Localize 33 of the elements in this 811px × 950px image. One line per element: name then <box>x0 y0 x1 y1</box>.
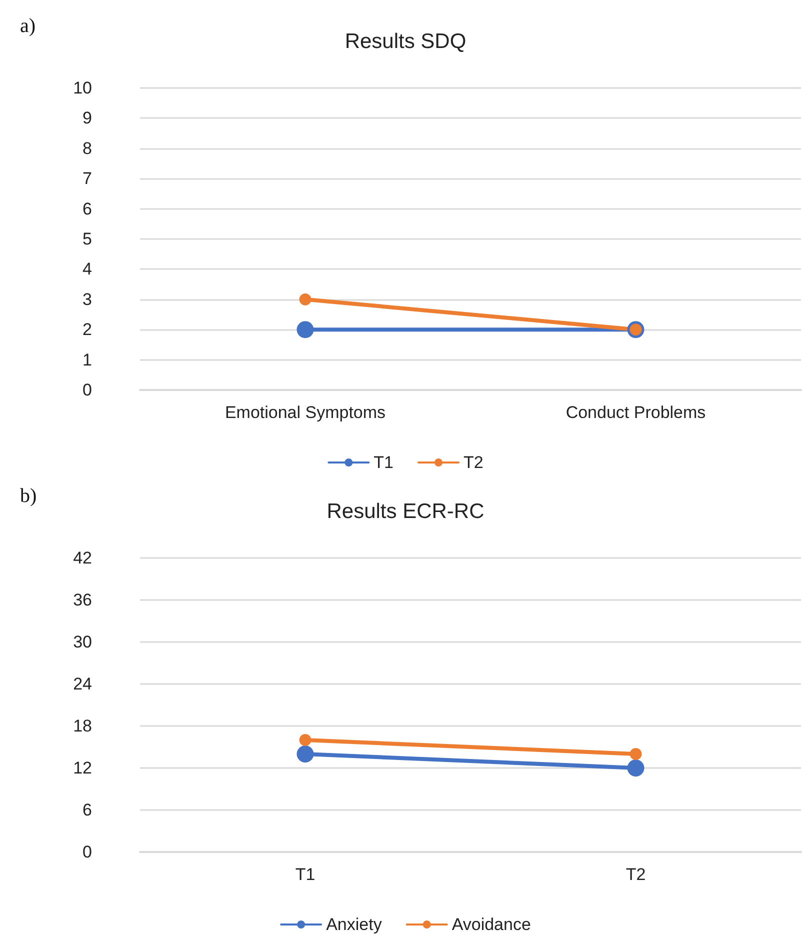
y-tick-label: 0 <box>82 380 92 400</box>
point <box>296 746 314 762</box>
y-tick-label: 8 <box>82 138 92 158</box>
point <box>299 734 312 746</box>
x-tick-label: Emotional Symptoms <box>224 403 386 422</box>
chart-title: Results ECR-RC <box>326 500 484 523</box>
text: b) <box>20 485 37 507</box>
point <box>627 760 644 776</box>
legend-label: T1 <box>374 453 394 472</box>
y-tick-label: 24 <box>73 674 92 694</box>
y-tick-label: 0 <box>82 842 92 862</box>
y-tick-label: 18 <box>73 716 92 736</box>
y-tick-label: 2 <box>82 320 92 340</box>
point <box>630 748 642 760</box>
y-tick-label: 5 <box>82 230 92 248</box>
y-tick-label: 36 <box>73 590 92 610</box>
chart-title: Results SDQ <box>344 30 466 53</box>
legend-label: T2 <box>464 453 484 472</box>
legend-label: Anxiety <box>326 915 382 934</box>
y-tick-label: 6 <box>82 800 92 820</box>
y-tick-label: 3 <box>82 290 92 309</box>
y-tick-label: 12 <box>73 758 92 778</box>
legend-label: Avoidance <box>452 915 531 934</box>
y-tick-label: 7 <box>82 169 92 188</box>
text: a) <box>20 15 36 37</box>
y-tick-label: 42 <box>73 548 92 568</box>
y-tick-label: 6 <box>82 199 92 218</box>
y-tick-label: 10 <box>73 78 92 98</box>
y-tick-label: 30 <box>73 632 92 652</box>
y-tick-label: 1 <box>82 350 92 370</box>
y-tick-label: 4 <box>82 260 92 279</box>
y-tick-label: 9 <box>82 108 92 128</box>
x-tick-label: Conduct Problems <box>566 403 706 422</box>
